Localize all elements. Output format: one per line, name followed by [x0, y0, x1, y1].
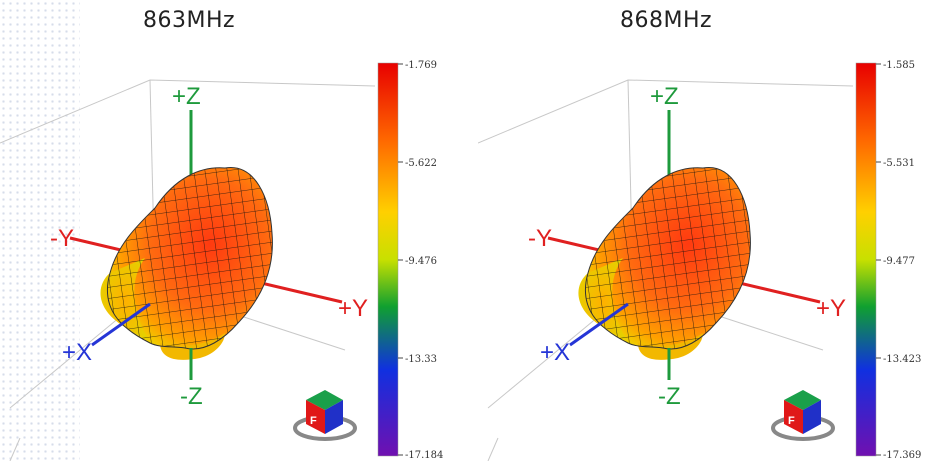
colorbar-tick-label: -9.476 [405, 256, 437, 267]
axis-label-neg-z: -Z [658, 383, 681, 410]
axis-label-neg-y: -Y [50, 225, 74, 252]
colorbar: -1.585 -5.531 -9.477 -13.423 -17.369 [855, 60, 921, 461]
axis-label-pos-x: +X [62, 339, 92, 366]
background-dot-pattern [0, 0, 80, 461]
orientation-cube-icon[interactable]: F [771, 390, 835, 441]
radiation-pattern-lobe [578, 167, 751, 360]
colorbar-tick-label: -17.369 [883, 450, 921, 461]
colorbar-tick-label: -5.622 [405, 158, 437, 169]
colorbar-tick-label: -13.423 [883, 354, 921, 365]
axis-label-pos-y: +Y [816, 295, 846, 322]
colorbar-tick-label: -9.477 [883, 256, 915, 267]
axis-label-neg-y: -Y [528, 225, 552, 252]
colorbar: -1.769 -5.622 -9.476 -13.33 -17.184 [377, 60, 443, 461]
orientation-cube-icon[interactable]: F [293, 390, 357, 441]
axis-label-neg-z: -Z [180, 383, 203, 410]
panel-title-863mhz: 863MHz [143, 8, 236, 33]
x-axis-line [569, 302, 629, 347]
axis-label-pos-y: +Y [338, 295, 368, 322]
x-axis-line [91, 302, 151, 347]
orientation-cube-front-label: F [310, 415, 317, 427]
radiation-pattern-3d-view: +Z -Z -Y +Y +X F [0, 60, 443, 461]
radiation-pattern-3d-view: +Z -Z -Y +Y +X F [478, 60, 921, 461]
colorbar-tick-label: -17.184 [405, 450, 443, 461]
radiation-pattern-panel-868mhz: +Z -Z -Y +Y +X F [478, 58, 948, 461]
panel-title-868mhz: 868MHz [620, 8, 713, 33]
axis-label-pos-x: +X [540, 339, 570, 366]
colorbar-tick-label: -1.769 [405, 60, 437, 71]
axis-label-pos-z: +Z [650, 83, 679, 110]
radiation-pattern-panel-863mhz: +Z -Z -Y +Y +X F [0, 58, 470, 461]
orientation-cube-front-label: F [788, 415, 795, 427]
axis-label-pos-z: +Z [172, 83, 201, 110]
colorbar-tick-label: -1.585 [883, 60, 915, 71]
colorbar-tick-label: -13.33 [405, 354, 437, 365]
radiation-pattern-lobe [100, 167, 273, 360]
colorbar-tick-label: -5.531 [883, 158, 915, 169]
